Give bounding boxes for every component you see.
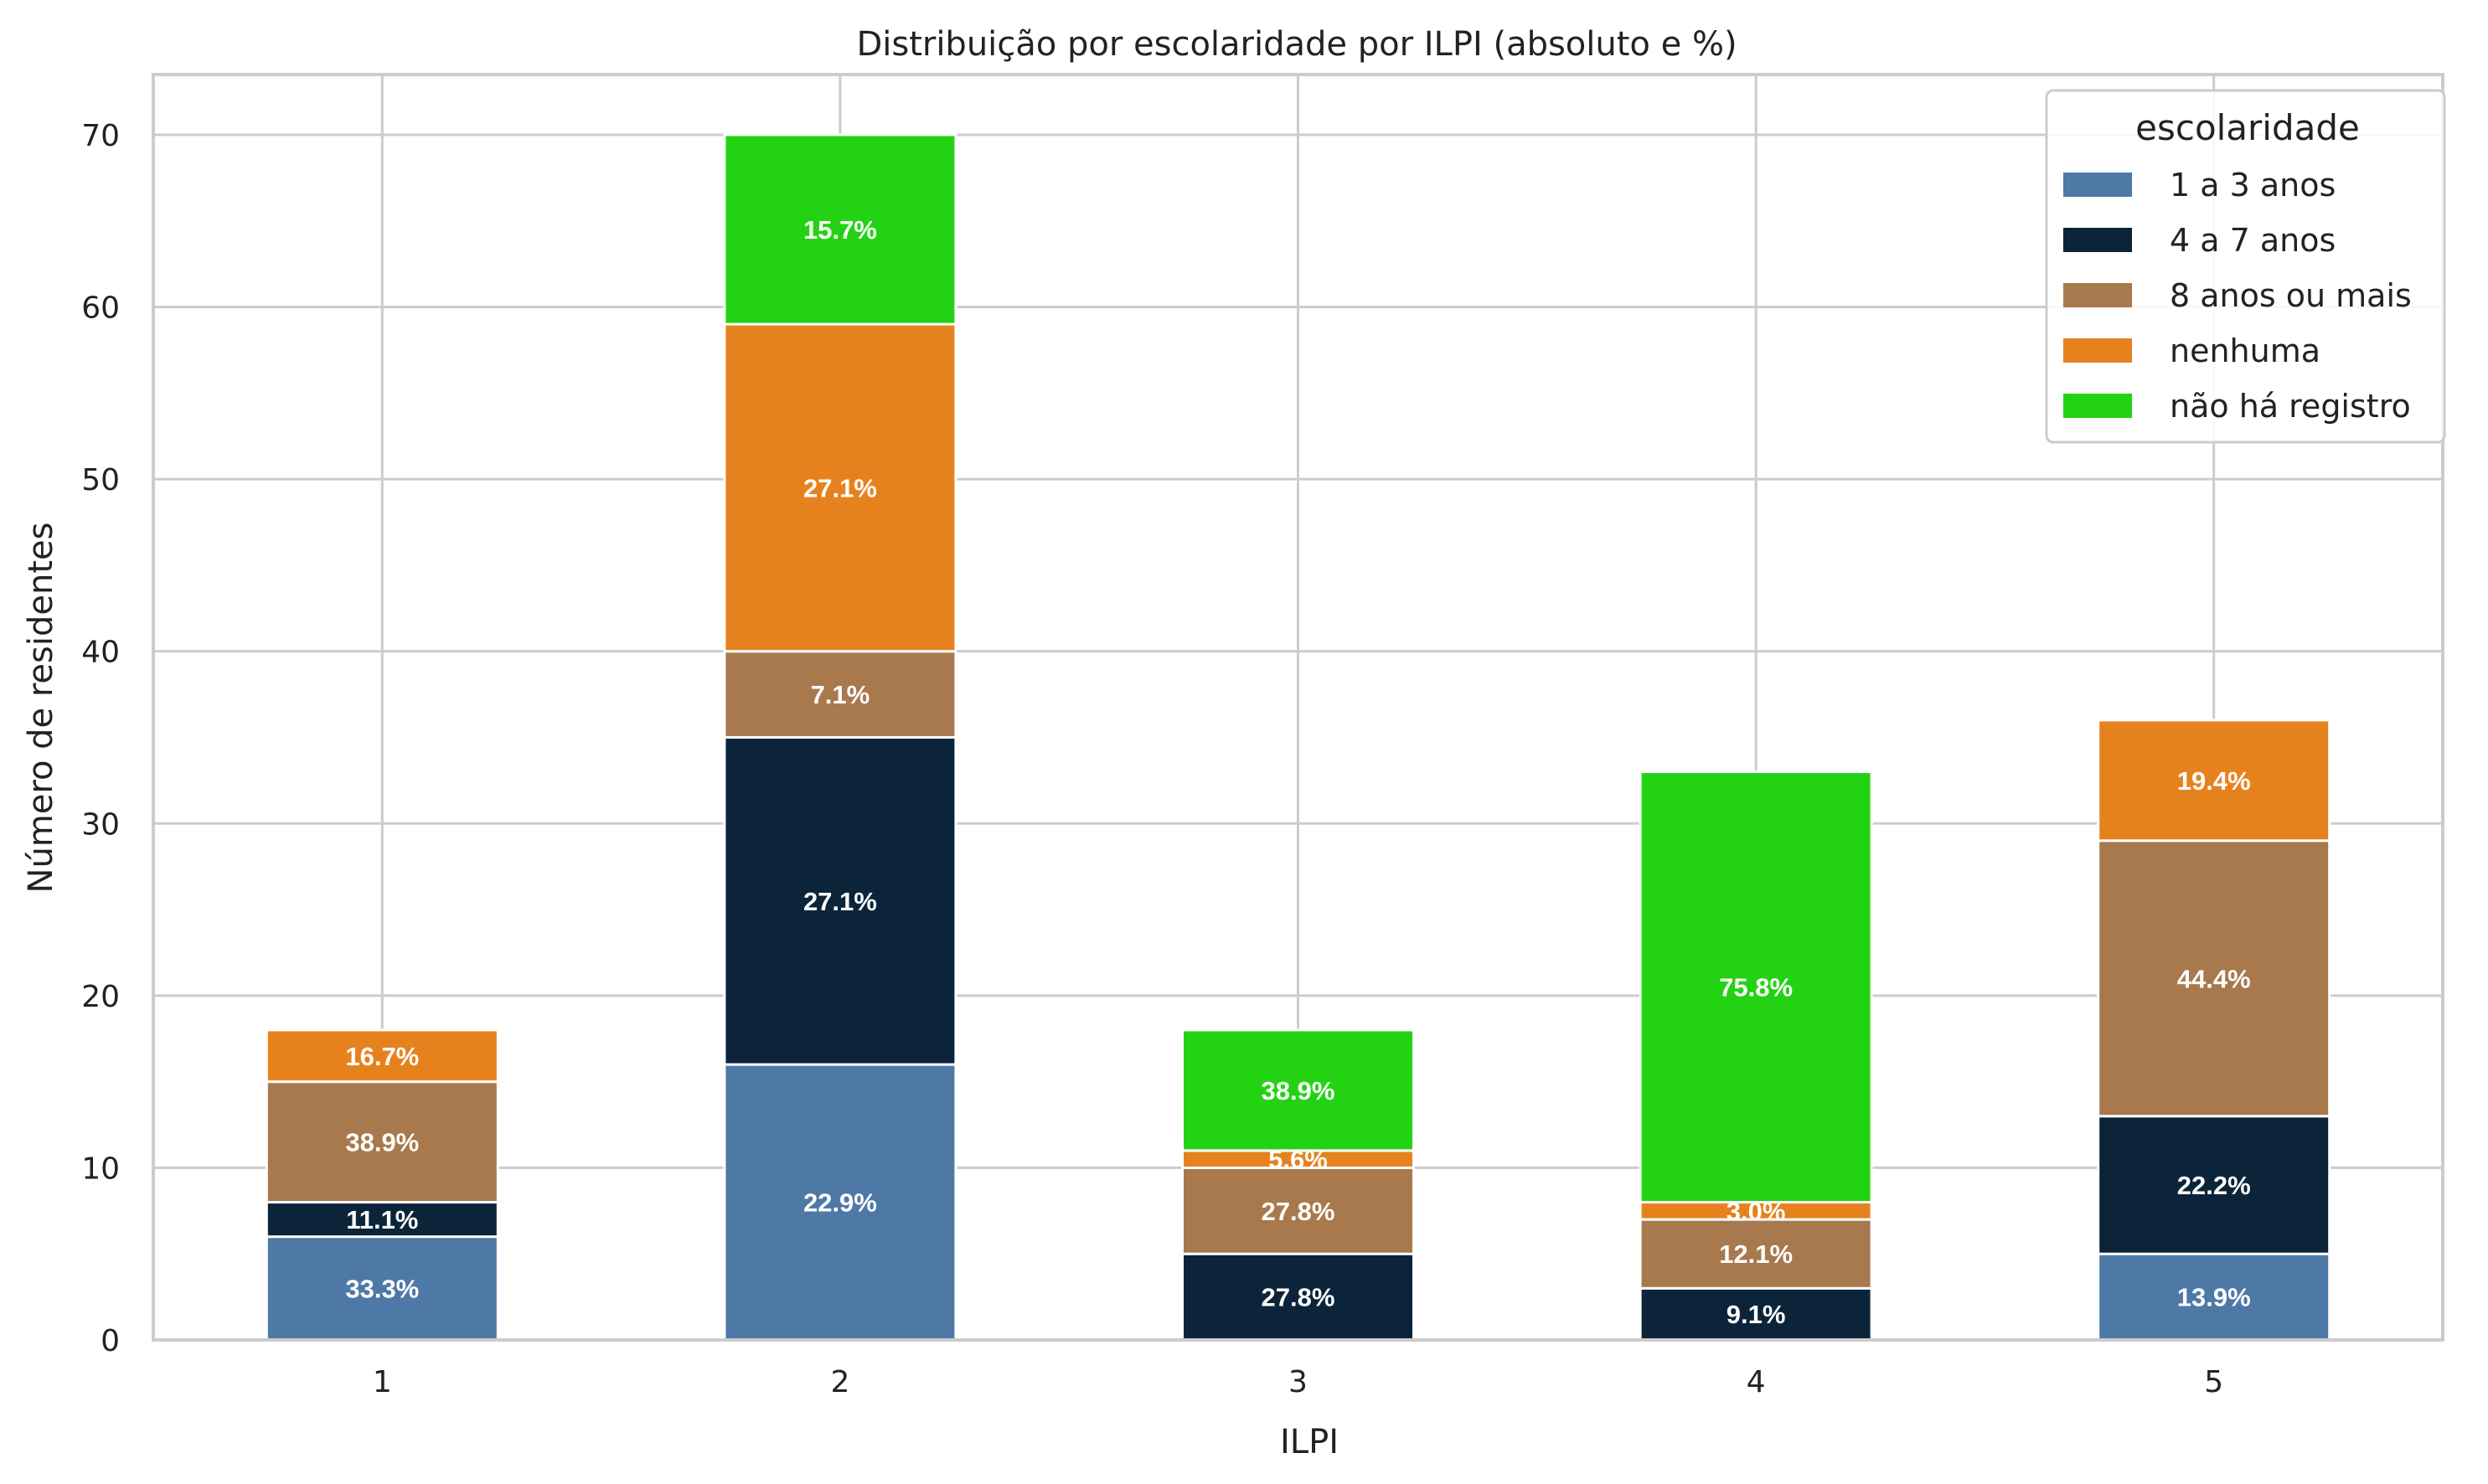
bar-value-label: 12.1% bbox=[1719, 1239, 1793, 1269]
bar-value-label: 15.7% bbox=[803, 215, 877, 245]
bar-segment bbox=[265, 1201, 499, 1239]
bar-value-label: 11.1% bbox=[346, 1205, 418, 1234]
bar-value-label: 5.6% bbox=[1268, 1145, 1328, 1174]
legend-entry-label: não há registro bbox=[2170, 388, 2411, 425]
y-tick-label: 0 bbox=[101, 1324, 120, 1358]
bar-segment bbox=[723, 133, 958, 326]
bar-value-label: 7.1% bbox=[811, 680, 870, 709]
legend-entry-label: 1 a 3 anos bbox=[2170, 167, 2336, 204]
y-tick-label: 30 bbox=[81, 807, 120, 842]
legend-box bbox=[2045, 89, 2446, 444]
legend-swatch bbox=[2063, 338, 2132, 363]
x-tick-label: 2 bbox=[830, 1365, 849, 1399]
x-tick-label: 5 bbox=[2204, 1365, 2223, 1399]
y-tick-label: 40 bbox=[81, 636, 120, 670]
bar-value-label: 38.9% bbox=[1262, 1076, 1335, 1105]
bar-segment bbox=[723, 1063, 958, 1342]
bar-value-label: 9.1% bbox=[1727, 1300, 1786, 1329]
ticks: 0 10 20 30 40 50 60 70 1 2 3 4 5 bbox=[81, 119, 2223, 1399]
legend-entry-label: 4 a 7 anos bbox=[2170, 222, 2336, 259]
bar-segment bbox=[2097, 1115, 2331, 1255]
bar-segment bbox=[2097, 719, 2331, 842]
legend-title: escolaridade bbox=[2135, 107, 2360, 148]
bar-segment bbox=[2097, 839, 2331, 1118]
y-tick-label: 60 bbox=[81, 291, 120, 326]
legend-swatch bbox=[2063, 173, 2132, 197]
y-axis-label: Número de residentes bbox=[22, 523, 60, 894]
bar-segment bbox=[265, 1235, 499, 1342]
y-tick-label: 70 bbox=[81, 119, 120, 153]
bars bbox=[265, 133, 2331, 1342]
bar-value-label: 27.1% bbox=[803, 473, 877, 502]
bar-value-label: 22.2% bbox=[2177, 1171, 2251, 1200]
bar-value-label: 19.4% bbox=[2177, 766, 2251, 796]
chart-title: Distribuição por escolaridade por ILPI (… bbox=[856, 25, 1737, 64]
bar-value-label: 38.9% bbox=[345, 1128, 419, 1157]
bar-value-label: 27.8% bbox=[1262, 1197, 1335, 1226]
legend-entry-label: nenhuma bbox=[2170, 332, 2320, 369]
bar-value-label: 16.7% bbox=[345, 1042, 419, 1071]
bar-segment bbox=[1639, 1218, 1873, 1290]
legend-entry-label: 8 anos ou mais bbox=[2170, 277, 2412, 314]
plot-frame bbox=[152, 73, 2444, 1342]
bar-value-label: 75.8% bbox=[1719, 973, 1793, 1002]
x-tick-label: 3 bbox=[1288, 1365, 1308, 1399]
bar-segment bbox=[265, 1080, 499, 1204]
legend-swatch bbox=[2063, 228, 2132, 252]
x-tick-label: 4 bbox=[1747, 1365, 1766, 1399]
legend-swatch bbox=[2063, 394, 2132, 418]
bar-segment bbox=[1639, 1286, 1873, 1342]
bar-segment bbox=[265, 1028, 499, 1084]
legend: escolaridade 1 a 3 anos 4 a 7 anos 8 anos … bbox=[2045, 89, 2446, 444]
y-tick-label: 50 bbox=[81, 463, 120, 497]
bar-segment bbox=[1181, 1028, 1415, 1152]
legend-swatch bbox=[2063, 283, 2132, 307]
bar-value-label: 13.9% bbox=[2177, 1283, 2251, 1312]
bar-segment bbox=[723, 322, 958, 653]
bar-segment bbox=[723, 650, 958, 739]
bar-segment bbox=[723, 735, 958, 1066]
bar-value-label: 22.9% bbox=[803, 1188, 877, 1218]
bar-segment bbox=[2097, 1252, 2331, 1342]
bar-value-label: 27.1% bbox=[803, 887, 877, 916]
x-axis-label: ILPI bbox=[1280, 1423, 1339, 1461]
bar-value-label: 27.8% bbox=[1262, 1283, 1335, 1312]
bar-value-label: 33.3% bbox=[345, 1274, 419, 1303]
bar-value-label: 3.0% bbox=[1727, 1197, 1786, 1226]
bar-value-label: 44.4% bbox=[2177, 964, 2251, 993]
x-tick-label: 1 bbox=[373, 1365, 392, 1399]
bar-labels: 33.3% 22.9% 13.9% 11.1% 27.1% 27.8% 9.1% 22.2% 3… bbox=[345, 215, 2250, 1329]
y-tick-label: 10 bbox=[81, 1152, 120, 1186]
y-tick-label: 20 bbox=[81, 980, 120, 1014]
bar-segment bbox=[1639, 770, 1873, 1204]
